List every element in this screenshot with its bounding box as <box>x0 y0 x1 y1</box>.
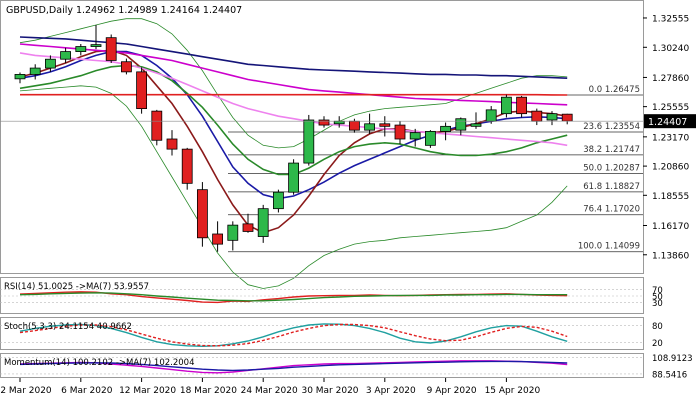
candle-body-bull <box>61 52 71 60</box>
candle-body-bear <box>167 139 177 149</box>
candle-body-bear <box>319 120 329 125</box>
fib-label: 23.6 1.23554 <box>583 122 640 132</box>
candle-body-bear <box>152 111 162 140</box>
candle <box>197 182 207 247</box>
candle-body-bull <box>410 133 420 139</box>
candle-body-bull <box>228 225 238 240</box>
chart-title: GBPUSD,Daily 1.24962 1.24989 1.24164 1.2… <box>6 5 242 16</box>
y-tick-label: 1.30240 <box>652 44 689 54</box>
fib-label: 0.0 1.26475 <box>589 85 640 95</box>
candle-body-bear <box>349 121 359 130</box>
candle-body-bear <box>380 124 390 127</box>
x-tick-label: 2 Mar 2020 <box>0 386 52 396</box>
candle-body-bull <box>273 192 283 208</box>
candle-body-bull <box>425 131 435 145</box>
stoch-title: Stoch(5,3,3) 24.1154 40.9662 <box>4 322 132 332</box>
candle-body-bear <box>562 114 572 121</box>
candle-body-bull <box>304 120 314 163</box>
x-tick-label: 24 Mar 2020 <box>241 386 298 396</box>
rsi-tick-label: 30 <box>652 299 663 309</box>
candle <box>425 130 435 148</box>
candle <box>501 95 511 118</box>
candle-body-bear <box>137 72 147 109</box>
candle <box>182 148 192 190</box>
fib-label: 50.0 1.20287 <box>583 163 640 173</box>
candle-body-bear <box>197 190 207 238</box>
candle-body-bull <box>30 68 40 74</box>
candle-body-bear <box>243 224 253 232</box>
candle-body-bull <box>441 126 451 131</box>
x-tick-label: 18 Mar 2020 <box>180 386 237 396</box>
candle-body-bull <box>91 45 101 47</box>
momentum-tick-label: 88.5416 <box>652 370 687 380</box>
candle-body-bull <box>547 114 557 120</box>
candle-body-bull <box>289 163 299 192</box>
x-tick-label: 12 Mar 2020 <box>119 386 176 396</box>
candle-body-bull <box>486 110 496 121</box>
candle <box>152 110 162 145</box>
rsi-title: RSI(14) 51.0025 ->MA(7) 53.9557 <box>4 282 149 292</box>
y-tick-label: 1.18555 <box>652 192 689 202</box>
y-tick-label: 1.20860 <box>652 163 689 173</box>
candle-body-bull <box>471 124 481 127</box>
candle-body-bear <box>213 234 223 244</box>
candle-body-bull <box>456 119 466 130</box>
stoch-tick-label: 20 <box>652 339 663 349</box>
last-price-label: 1.24407 <box>648 117 687 128</box>
y-tick-label: 1.23170 <box>652 133 689 143</box>
candle-body-bear <box>517 97 527 113</box>
x-tick-label: 3 Apr 2020 <box>366 386 416 396</box>
candle-body-bear <box>121 62 131 72</box>
candle <box>304 115 314 166</box>
candle <box>273 190 283 213</box>
x-tick-label: 30 Mar 2020 <box>301 386 358 396</box>
fib-label: 38.2 1.21747 <box>583 145 640 155</box>
momentum-tick-label: 108.9123 <box>652 354 693 364</box>
momentum-title: Momentum(14) 100.2102 ->MA(7) 102.2004 <box>4 358 194 368</box>
stoch-tick-label: 80 <box>652 322 663 332</box>
x-tick-label: 15 Apr 2020 <box>485 386 541 396</box>
y-tick-label: 1.13860 <box>652 251 689 261</box>
y-tick-label: 1.16170 <box>652 222 689 232</box>
candle-body-bull <box>76 47 86 52</box>
candle-body-bull <box>501 97 511 113</box>
x-tick-label: 9 Apr 2020 <box>427 386 477 396</box>
candle-body-bull <box>365 124 375 130</box>
candle-body-bull <box>15 74 25 78</box>
y-tick-label: 1.32555 <box>652 14 689 24</box>
candle <box>137 67 147 113</box>
candle <box>106 35 116 64</box>
fib-label: 76.4 1.17020 <box>583 205 640 215</box>
candle <box>289 159 299 194</box>
candle-body-bull <box>334 121 344 124</box>
candle-body-bear <box>106 38 116 61</box>
fib-label: 100.0 1.14099 <box>578 242 640 252</box>
candle-body-bull <box>45 59 55 68</box>
candle-body-bear <box>395 125 405 139</box>
y-tick-label: 1.27860 <box>652 74 689 84</box>
candle-body-bear <box>182 149 192 183</box>
fib-label: 61.8 1.18827 <box>583 182 640 192</box>
x-tick-label: 6 Mar 2020 <box>61 386 113 396</box>
candle-body-bear <box>532 111 542 121</box>
candle-body-bull <box>258 209 268 237</box>
y-tick-label: 1.25555 <box>652 103 689 113</box>
